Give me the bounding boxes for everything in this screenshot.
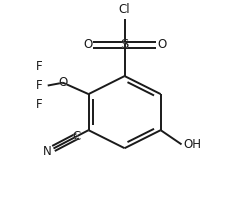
Text: Cl: Cl — [119, 3, 130, 16]
Text: C: C — [73, 130, 81, 143]
Text: F: F — [36, 60, 43, 73]
Text: S: S — [121, 38, 129, 51]
Text: OH: OH — [183, 138, 201, 151]
Text: O: O — [157, 38, 166, 51]
Text: F: F — [36, 98, 43, 111]
Text: O: O — [157, 38, 166, 51]
Text: F: F — [36, 79, 43, 92]
Text: O: O — [83, 38, 92, 51]
Text: O: O — [58, 76, 68, 89]
Text: O: O — [83, 38, 92, 51]
Text: OH: OH — [183, 138, 201, 151]
Text: N: N — [42, 146, 51, 158]
Text: F: F — [36, 98, 43, 111]
Text: O: O — [58, 76, 68, 89]
Text: C: C — [73, 130, 81, 143]
Text: Cl: Cl — [119, 3, 130, 16]
Text: S: S — [121, 38, 129, 51]
Text: F: F — [36, 60, 43, 73]
Text: F: F — [36, 79, 43, 92]
Text: N: N — [42, 146, 51, 158]
